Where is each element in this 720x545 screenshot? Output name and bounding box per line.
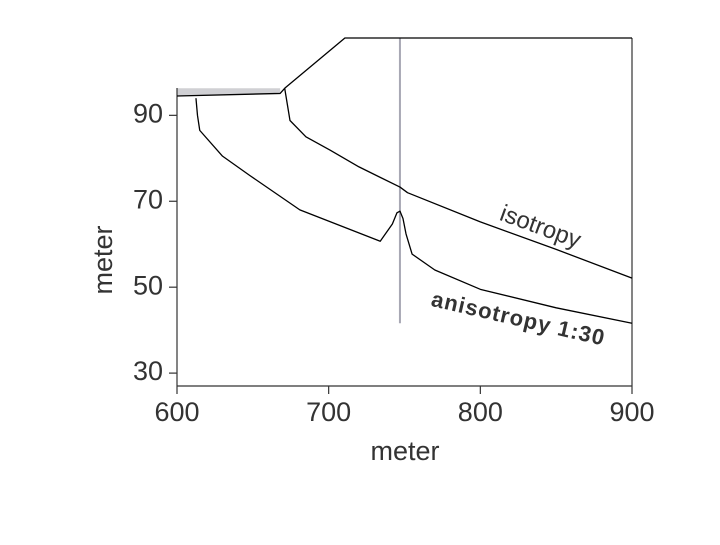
x-tick-label: 600 xyxy=(154,397,199,427)
x-tick-label: 800 xyxy=(458,397,503,427)
y-axis-label: meter xyxy=(88,225,118,294)
y-tick-label: 50 xyxy=(133,270,163,300)
surface-line xyxy=(176,37,632,97)
x-tick-label: 900 xyxy=(609,397,654,427)
y-tick-label: 90 xyxy=(133,98,163,128)
x-axis-label: meter xyxy=(370,436,439,466)
series-line xyxy=(195,98,633,324)
series-annotation: anisotropy 1:30 xyxy=(429,286,608,350)
series-annotation: isotropy xyxy=(496,200,584,254)
y-tick-label: 30 xyxy=(133,356,163,386)
series-line xyxy=(284,88,633,279)
x-tick-label: 700 xyxy=(306,397,351,427)
y-tick-label: 70 xyxy=(133,184,163,214)
